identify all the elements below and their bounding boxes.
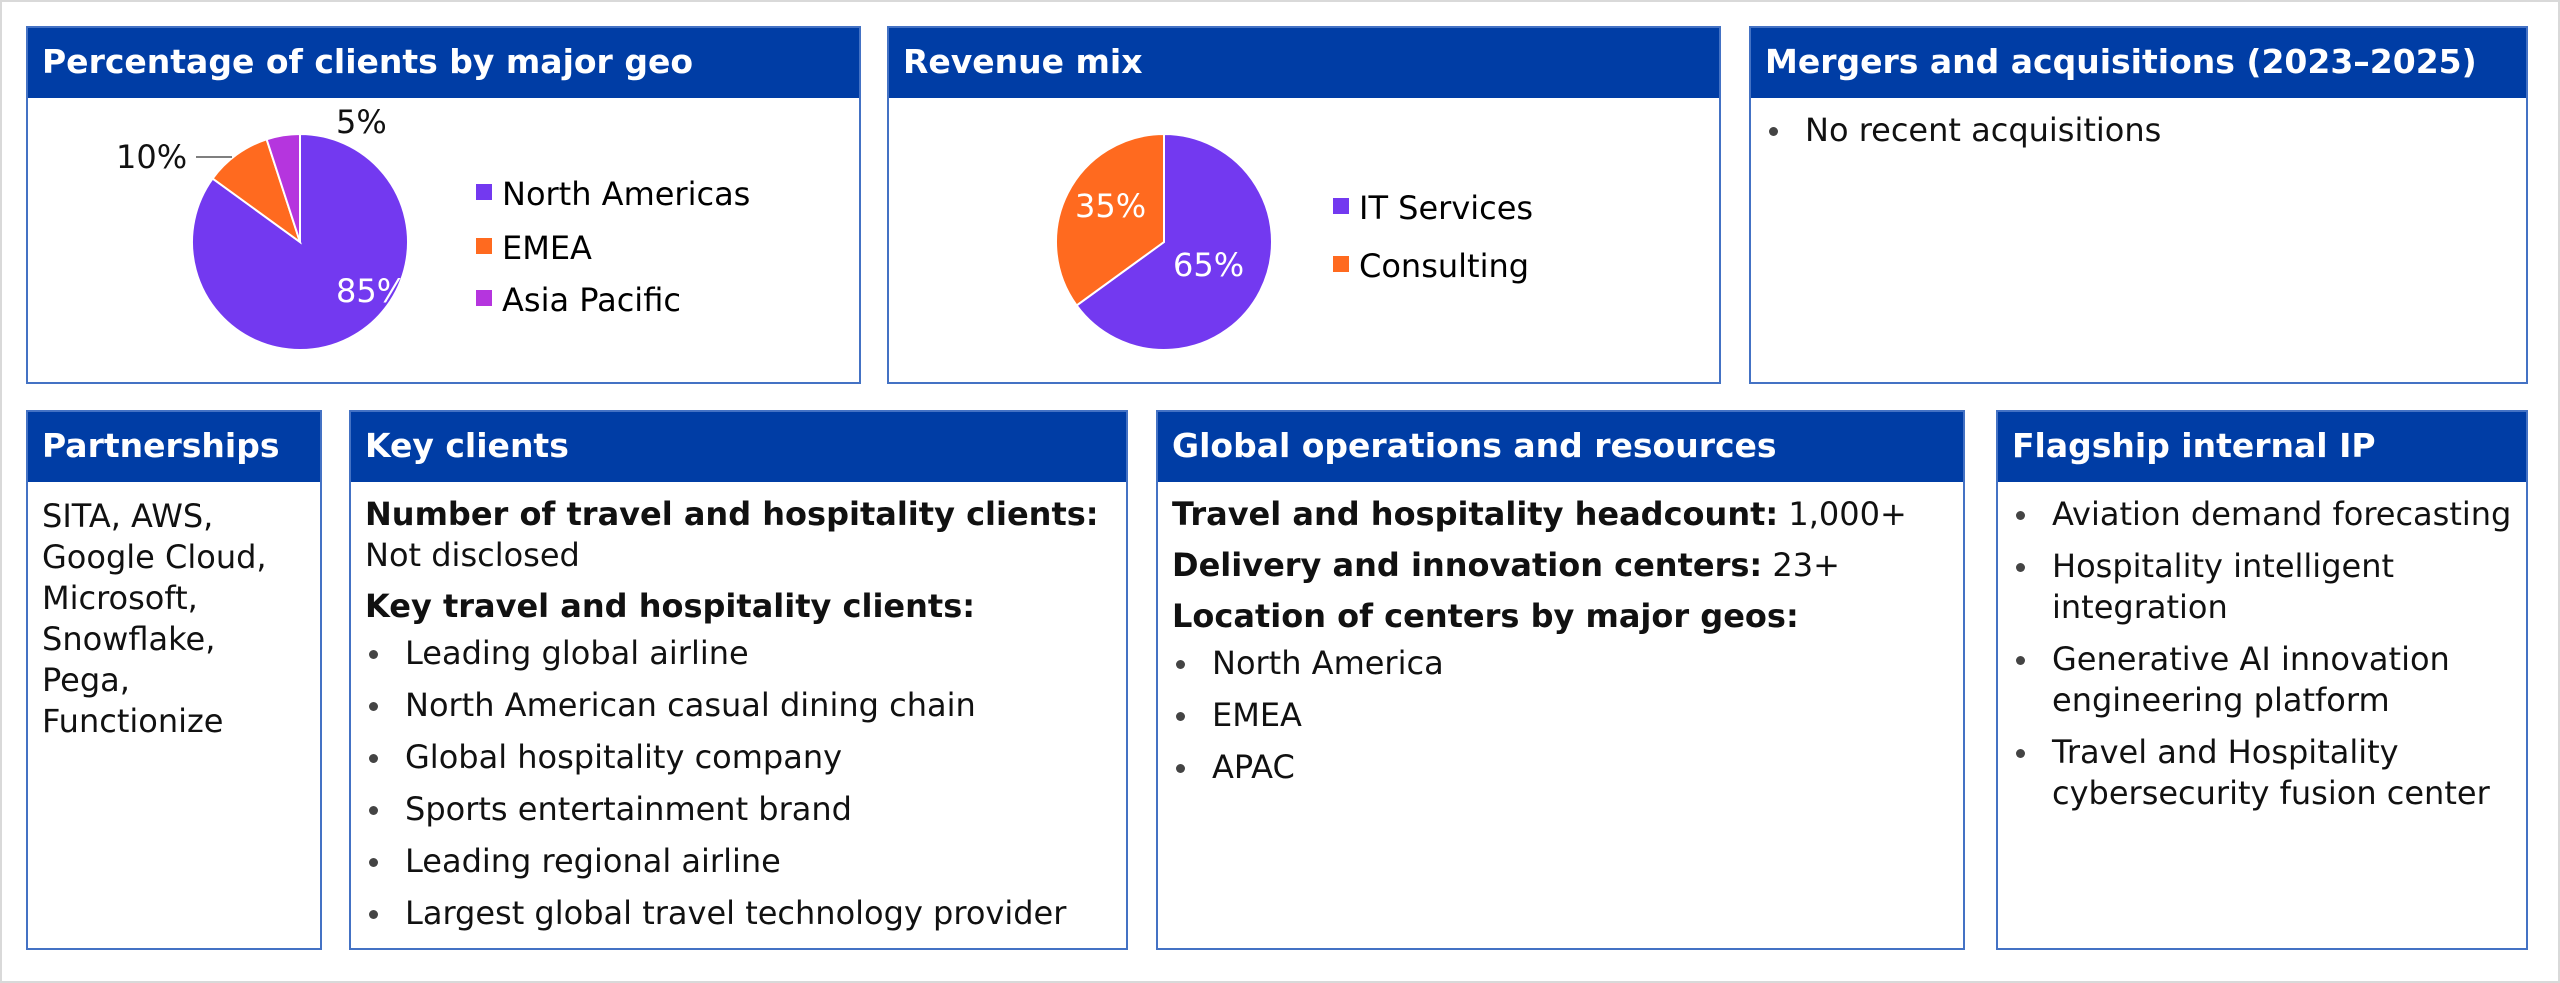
- list-item: EMEA: [1172, 695, 1949, 736]
- headcount-value: 1,000+: [1788, 495, 1907, 533]
- pie-slice-consulting: [1055, 132, 1165, 307]
- list-item: Global hospitality company: [365, 737, 1112, 778]
- panel-title: Global operations and resources: [1158, 412, 1963, 482]
- data-label: 10%: [116, 138, 187, 176]
- centers-label: Delivery and innovation centers:: [1172, 546, 1763, 584]
- list-item: Travel and Hospitality cybersecurity fus…: [2012, 732, 2512, 814]
- revenue-legend: IT Services Consulting: [1333, 189, 1533, 285]
- list-item: Generative AI innovation engineering pla…: [2012, 639, 2512, 721]
- partnerships-panel: Partnerships SITA, AWS, Google Cloud, Mi…: [26, 410, 322, 950]
- data-label: 35%: [1075, 187, 1146, 225]
- ip-panel: Flagship internal IP Aviation demand for…: [1996, 410, 2528, 950]
- panel-title: Key clients: [351, 412, 1126, 482]
- legend-label: IT Services: [1359, 189, 1533, 227]
- list-item: North American casual dining chain: [365, 685, 1112, 726]
- locations-label: Location of centers by major geos:: [1172, 597, 1799, 635]
- list-item: Leading regional airline: [365, 841, 1112, 882]
- key-clients-panel: Key clients Number of travel and hospita…: [349, 410, 1128, 950]
- list-item: APAC: [1172, 747, 1949, 788]
- legend-label: Asia Pacific: [502, 281, 681, 319]
- pie-slice-asia-pacific: [265, 132, 301, 243]
- list-item: Hospitality intelligent integration: [2012, 546, 2512, 628]
- panel-title: Partnerships: [28, 412, 320, 482]
- pie-slice-north-americas: [191, 132, 409, 351]
- data-label: 65%: [1173, 246, 1244, 284]
- centers-value: 23+: [1772, 546, 1840, 584]
- panel-title: Percentage of clients by major geo: [28, 28, 859, 98]
- ops-panel: Global operations and resources Travel a…: [1156, 410, 1965, 950]
- list-label: Key travel and hospitality clients:: [365, 587, 976, 625]
- pie-slice-it-services: [1075, 132, 1273, 351]
- legend-label: North Americas: [502, 175, 750, 213]
- data-label: 85%: [336, 272, 407, 310]
- mna-panel: Mergers and acquisitions (2023–2025) No …: [1749, 26, 2528, 384]
- legend-swatch: [476, 290, 492, 306]
- legend-swatch: [476, 184, 492, 200]
- list-item: Sports entertainment brand: [365, 789, 1112, 830]
- list-item: No recent acquisitions: [1765, 110, 2512, 151]
- legend-swatch: [1333, 256, 1349, 272]
- count-value: Not disclosed: [365, 536, 580, 574]
- revenue-panel: Revenue mix: [887, 26, 1721, 384]
- list-item: Aviation demand forecasting: [2012, 494, 2512, 535]
- headcount-label: Travel and hospitality headcount:: [1172, 495, 1779, 533]
- list-item: North America: [1172, 643, 1949, 684]
- list-item: Leading global airline: [365, 633, 1112, 674]
- partners-text: SITA, AWS, Google Cloud, Microsoft, Snow…: [42, 497, 267, 740]
- geo-panel: Percentage of clients by major geo: [26, 26, 861, 384]
- panel-title: Flagship internal IP: [1998, 412, 2526, 482]
- legend-label: Consulting: [1359, 247, 1529, 285]
- panel-title: Revenue mix: [889, 28, 1719, 98]
- revenue-pie: [1055, 132, 1273, 351]
- geo-pie: [191, 132, 409, 351]
- legend-swatch: [476, 238, 492, 254]
- data-label: 5%: [336, 103, 387, 141]
- count-label: Number of travel and hospitality clients…: [365, 495, 1099, 533]
- geo-legend: North Americas EMEA Asia Pacific: [476, 175, 750, 319]
- panel-title: Mergers and acquisitions (2023–2025): [1751, 28, 2526, 98]
- legend-swatch: [1333, 198, 1349, 214]
- legend-label: EMEA: [502, 229, 592, 267]
- list-item: Largest global travel technology provide…: [365, 893, 1112, 934]
